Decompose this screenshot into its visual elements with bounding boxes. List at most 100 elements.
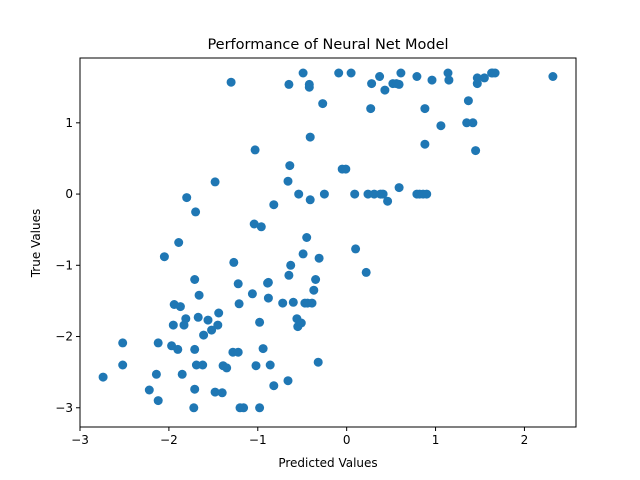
data-point-112 — [420, 104, 430, 114]
data-point-18 — [189, 403, 199, 413]
data-point-32 — [213, 320, 223, 330]
data-point-81 — [309, 285, 319, 295]
data-point-27 — [199, 330, 209, 340]
data-point-83 — [313, 357, 323, 367]
data-point-106 — [394, 183, 404, 193]
data-point-23 — [191, 360, 201, 370]
data-point-44 — [239, 403, 249, 413]
data-point-49 — [255, 317, 265, 327]
data-point-96 — [367, 79, 377, 89]
data-point-119 — [462, 118, 472, 128]
data-point-16 — [181, 314, 191, 324]
data-point-12 — [174, 238, 184, 247]
data-point-34 — [217, 388, 227, 398]
data-point-63 — [284, 270, 294, 280]
data-point-4 — [151, 369, 161, 379]
data-point-1 — [118, 360, 128, 370]
y-axis-title: True Values — [29, 209, 43, 279]
data-point-117 — [443, 68, 453, 78]
data-point-62 — [284, 79, 294, 89]
data-point-59 — [278, 298, 288, 308]
data-point-85 — [318, 99, 328, 109]
data-point-102 — [383, 196, 393, 206]
data-point-22 — [191, 207, 201, 217]
data-point-105 — [394, 79, 404, 89]
data-point-20 — [190, 344, 200, 354]
y-tick-label: −1 — [55, 258, 73, 272]
data-point-6 — [153, 338, 163, 348]
data-point-29 — [207, 325, 217, 335]
data-point-51 — [256, 222, 266, 232]
x-tick-label: 1 — [432, 433, 440, 447]
data-point-97 — [369, 189, 379, 199]
data-point-46 — [249, 219, 259, 229]
data-point-61 — [283, 176, 293, 186]
data-point-3 — [144, 385, 154, 395]
data-point-77 — [304, 79, 314, 89]
data-point-122 — [471, 146, 481, 156]
data-point-72 — [298, 249, 308, 259]
data-point-33 — [214, 308, 224, 318]
data-point-70 — [296, 318, 306, 328]
data-point-89 — [341, 164, 351, 174]
data-point-26 — [198, 360, 208, 370]
data-point-31 — [210, 177, 220, 187]
data-point-80 — [307, 298, 317, 308]
data-point-101 — [380, 85, 390, 95]
data-point-69 — [294, 189, 304, 199]
data-point-50 — [255, 403, 265, 413]
x-tick-label: −1 — [249, 433, 267, 447]
data-point-93 — [361, 267, 371, 277]
data-point-17 — [182, 193, 192, 203]
data-point-57 — [269, 381, 279, 391]
y-tick-label: 0 — [65, 187, 73, 201]
data-point-60 — [283, 376, 293, 386]
data-point-66 — [288, 297, 298, 307]
data-point-36 — [222, 363, 232, 373]
x-tick-label: −2 — [160, 433, 178, 447]
data-point-71 — [298, 68, 308, 78]
data-point-55 — [263, 293, 273, 303]
data-point-74 — [302, 233, 312, 242]
plot-frame — [79, 57, 577, 428]
data-point-82 — [311, 275, 321, 284]
chart-title: Performance of Neural Net Model — [207, 37, 448, 53]
data-point-79 — [305, 132, 315, 142]
x-axis-ticks: −3 −2 −1 0 1 2 — [71, 427, 528, 447]
data-point-98 — [375, 72, 385, 81]
data-point-28 — [203, 315, 213, 325]
data-point-25 — [194, 290, 204, 300]
data-point-39 — [229, 257, 239, 267]
data-point-125 — [479, 73, 489, 83]
data-point-64 — [285, 161, 295, 171]
data-point-52 — [258, 344, 268, 354]
data-point-45 — [247, 289, 257, 299]
data-point-47 — [250, 145, 260, 155]
data-point-7 — [159, 252, 169, 262]
data-point-118 — [444, 75, 454, 85]
data-point-40 — [233, 347, 243, 357]
data-point-11 — [173, 344, 183, 354]
data-point-24 — [193, 312, 203, 322]
data-point-129 — [548, 72, 558, 81]
x-tick-label: −3 — [71, 433, 89, 447]
data-point-86 — [319, 189, 329, 199]
data-point-42 — [234, 299, 244, 309]
data-point-113 — [420, 139, 430, 149]
data-point-30 — [210, 387, 220, 397]
data-point-100 — [378, 189, 388, 199]
data-point-115 — [427, 75, 437, 85]
data-point-108 — [412, 72, 422, 81]
data-point-121 — [468, 118, 478, 128]
data-point-124 — [472, 79, 482, 89]
data-point-92 — [351, 244, 361, 254]
data-point-14 — [177, 369, 187, 379]
x-axis-title: Predicted Values — [278, 456, 377, 470]
data-point-9 — [168, 320, 178, 330]
data-points — [98, 68, 558, 413]
data-point-48 — [251, 361, 261, 371]
y-axis-ticks: −3 −2 −1 0 1 — [55, 116, 80, 415]
data-point-13 — [175, 302, 185, 312]
